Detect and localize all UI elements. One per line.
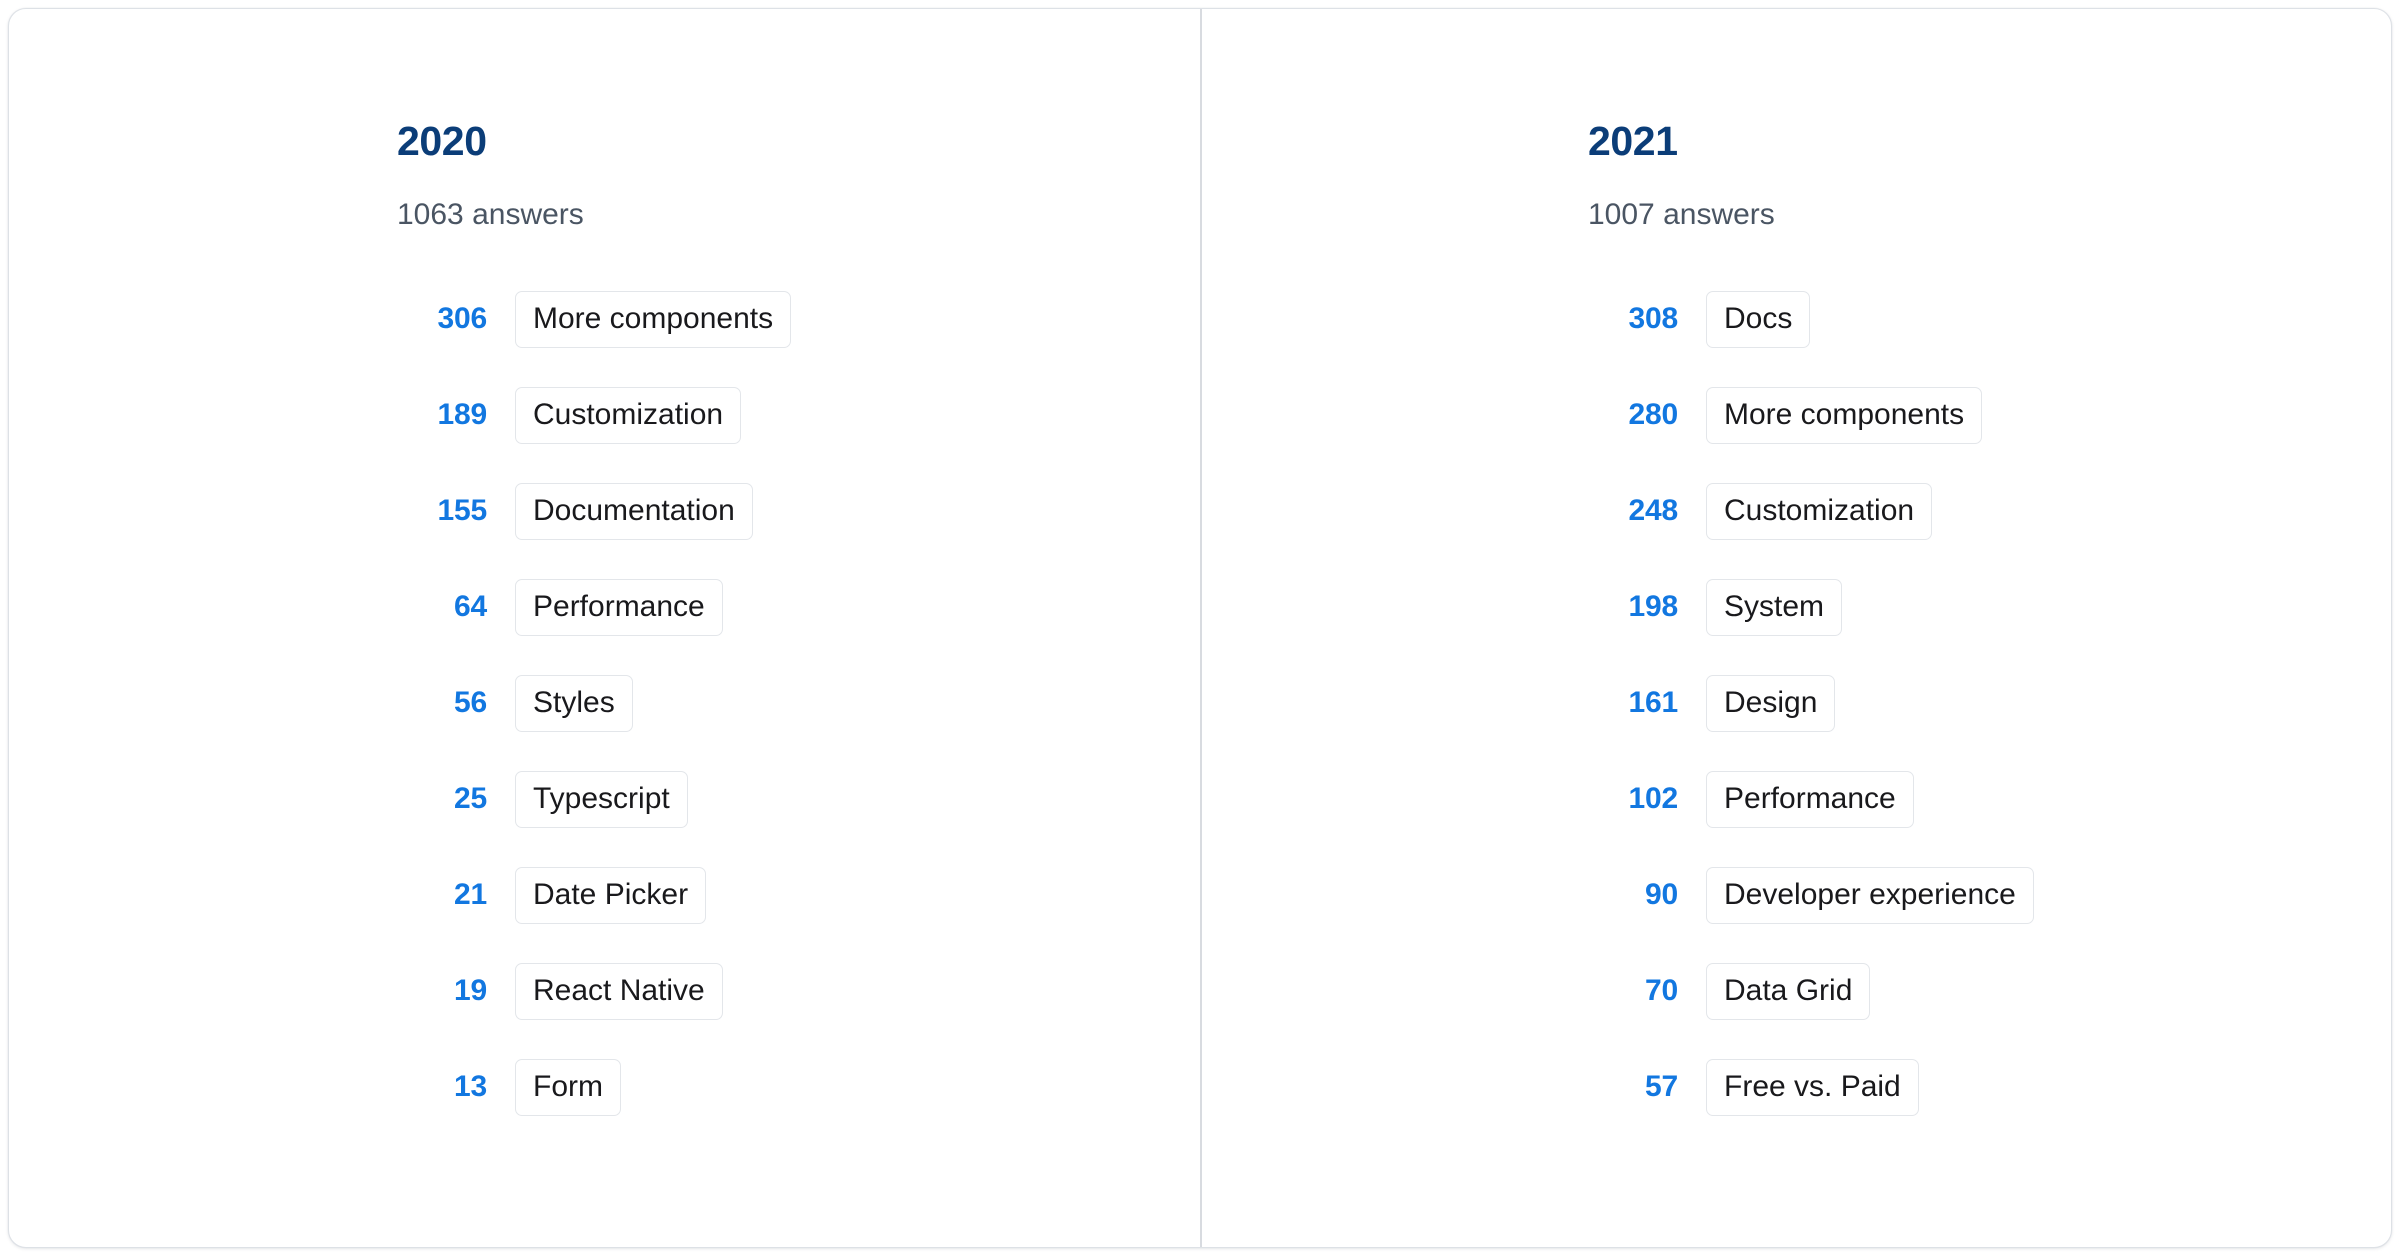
- answer-chip[interactable]: Typescript: [515, 770, 688, 828]
- answer-list-2021: 308 Docs 280 More components 248 Customi…: [1580, 271, 2391, 1135]
- list-item: 155 Documentation: [389, 463, 1200, 559]
- answer-count: 248: [1628, 494, 1679, 527]
- answer-count: 57: [1645, 1070, 1678, 1103]
- answer-count: 280: [1628, 398, 1679, 431]
- answer-count: 13: [454, 1070, 487, 1103]
- answer-chip[interactable]: Free vs. Paid: [1706, 1058, 1919, 1116]
- list-item: 13 Form: [389, 1039, 1200, 1135]
- answer-count: 25: [454, 782, 487, 815]
- list-item: 90 Developer experience: [1580, 847, 2391, 943]
- answer-count: 102: [1628, 782, 1679, 815]
- answer-count: 19: [454, 974, 487, 1007]
- answer-chip[interactable]: System: [1706, 578, 1843, 636]
- answer-chip[interactable]: Performance: [515, 578, 723, 636]
- answer-chip[interactable]: Styles: [515, 674, 633, 732]
- answer-chip[interactable]: Customization: [1706, 482, 1933, 540]
- answer-chip[interactable]: Date Picker: [515, 866, 707, 924]
- answer-chip[interactable]: More components: [1706, 386, 1983, 444]
- list-item: 19 React Native: [389, 943, 1200, 1039]
- answer-count: 64: [454, 590, 487, 623]
- list-item: 102 Performance: [1580, 751, 2391, 847]
- year-column-2021-content: 2021 1007 answers 308 Docs 280 More comp…: [1580, 9, 2391, 1247]
- list-item: 308 Docs: [1580, 271, 2391, 367]
- list-item: 306 More components: [389, 271, 1200, 367]
- list-item: 56 Styles: [389, 655, 1200, 751]
- answer-count: 189: [437, 398, 488, 431]
- survey-comparison-card: 2020 1063 answers 306 More components 18…: [8, 8, 2392, 1248]
- list-item: 248 Customization: [1580, 463, 2391, 559]
- answer-chip[interactable]: React Native: [515, 962, 723, 1020]
- answers-count-2020: 1063 answers: [397, 198, 584, 231]
- list-item: 70 Data Grid: [1580, 943, 2391, 1039]
- answer-count: 70: [1645, 974, 1678, 1007]
- answer-chip[interactable]: Data Grid: [1706, 962, 1871, 1020]
- list-item: 25 Typescript: [389, 751, 1200, 847]
- list-item: 64 Performance: [389, 559, 1200, 655]
- answer-chip[interactable]: Performance: [1706, 770, 1914, 828]
- answer-chip[interactable]: Docs: [1706, 290, 1811, 348]
- year-column-2020: 2020 1063 answers 306 More components 18…: [9, 9, 1200, 1247]
- list-item: 198 System: [1580, 559, 2391, 655]
- answer-chip[interactable]: Design: [1706, 674, 1836, 732]
- answer-chip[interactable]: Developer experience: [1706, 866, 2034, 924]
- answer-chip[interactable]: More components: [515, 290, 792, 348]
- year-columns-container: 2020 1063 answers 306 More components 18…: [9, 9, 2391, 1247]
- list-item: 280 More components: [1580, 367, 2391, 463]
- list-item: 161 Design: [1580, 655, 2391, 751]
- year-heading-2021: 2021: [1588, 118, 1678, 164]
- answer-chip[interactable]: Customization: [515, 386, 742, 444]
- answer-list-2020: 306 More components 189 Customization 15…: [389, 271, 1200, 1135]
- list-item: 21 Date Picker: [389, 847, 1200, 943]
- answer-chip[interactable]: Form: [515, 1058, 621, 1116]
- answer-count: 306: [437, 302, 488, 335]
- list-item: 189 Customization: [389, 367, 1200, 463]
- answer-chip[interactable]: Documentation: [515, 482, 753, 540]
- answer-count: 308: [1628, 302, 1679, 335]
- year-column-2021: 2021 1007 answers 308 Docs 280 More comp…: [1200, 9, 2391, 1247]
- year-heading-2020: 2020: [397, 118, 487, 164]
- answer-count: 155: [437, 494, 488, 527]
- answer-count: 56: [454, 686, 487, 719]
- answer-count: 198: [1628, 590, 1679, 623]
- answer-count: 21: [454, 878, 487, 911]
- answer-count: 161: [1628, 686, 1679, 719]
- list-item: 57 Free vs. Paid: [1580, 1039, 2391, 1135]
- answer-count: 90: [1645, 878, 1678, 911]
- answers-count-2021: 1007 answers: [1588, 198, 1775, 231]
- year-column-2020-content: 2020 1063 answers 306 More components 18…: [389, 9, 1200, 1247]
